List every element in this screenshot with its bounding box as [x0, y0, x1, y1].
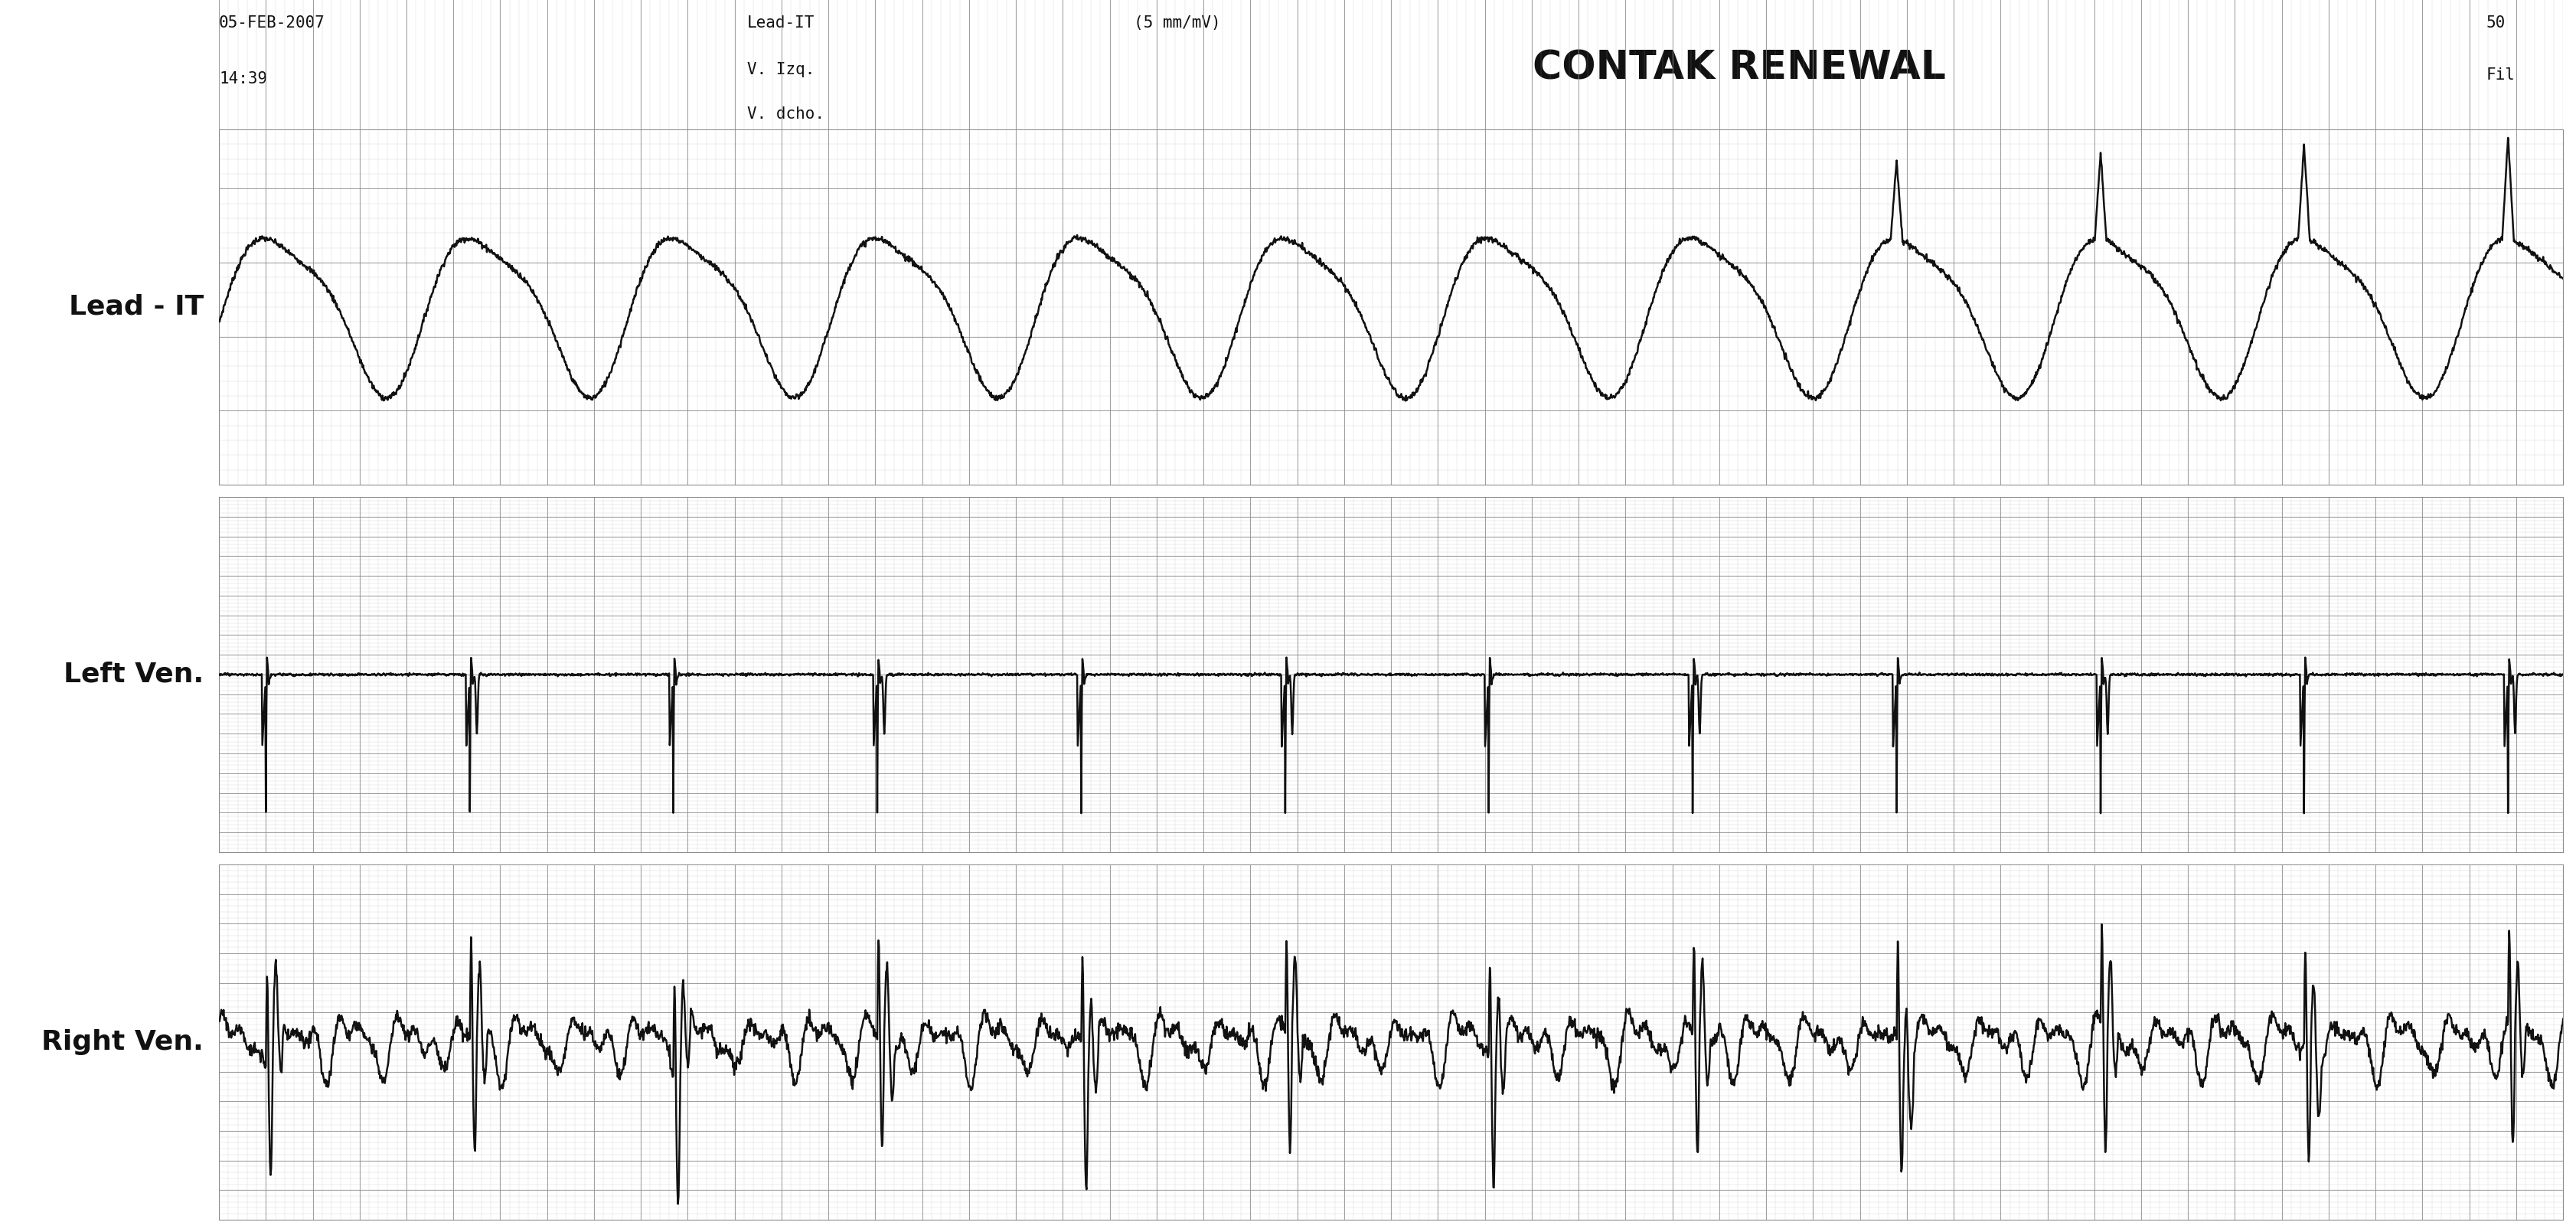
Text: 50: 50: [2486, 16, 2506, 31]
Text: Lead-IT: Lead-IT: [747, 16, 814, 31]
Text: CONTAK RENEWAL: CONTAK RENEWAL: [1533, 49, 1945, 87]
Text: 05-FEB-2007: 05-FEB-2007: [219, 16, 325, 31]
Text: Fil: Fil: [2486, 68, 2514, 83]
Text: Left Ven.: Left Ven.: [64, 662, 204, 687]
Text: V. dcho.: V. dcho.: [747, 106, 824, 122]
Text: 14:39: 14:39: [219, 71, 268, 86]
Text: Right Ven.: Right Ven.: [41, 1029, 204, 1055]
Text: V. Izq.: V. Izq.: [747, 62, 814, 78]
Text: Lead - IT: Lead - IT: [70, 294, 204, 320]
Text: (5 mm/mV): (5 mm/mV): [1133, 16, 1221, 31]
